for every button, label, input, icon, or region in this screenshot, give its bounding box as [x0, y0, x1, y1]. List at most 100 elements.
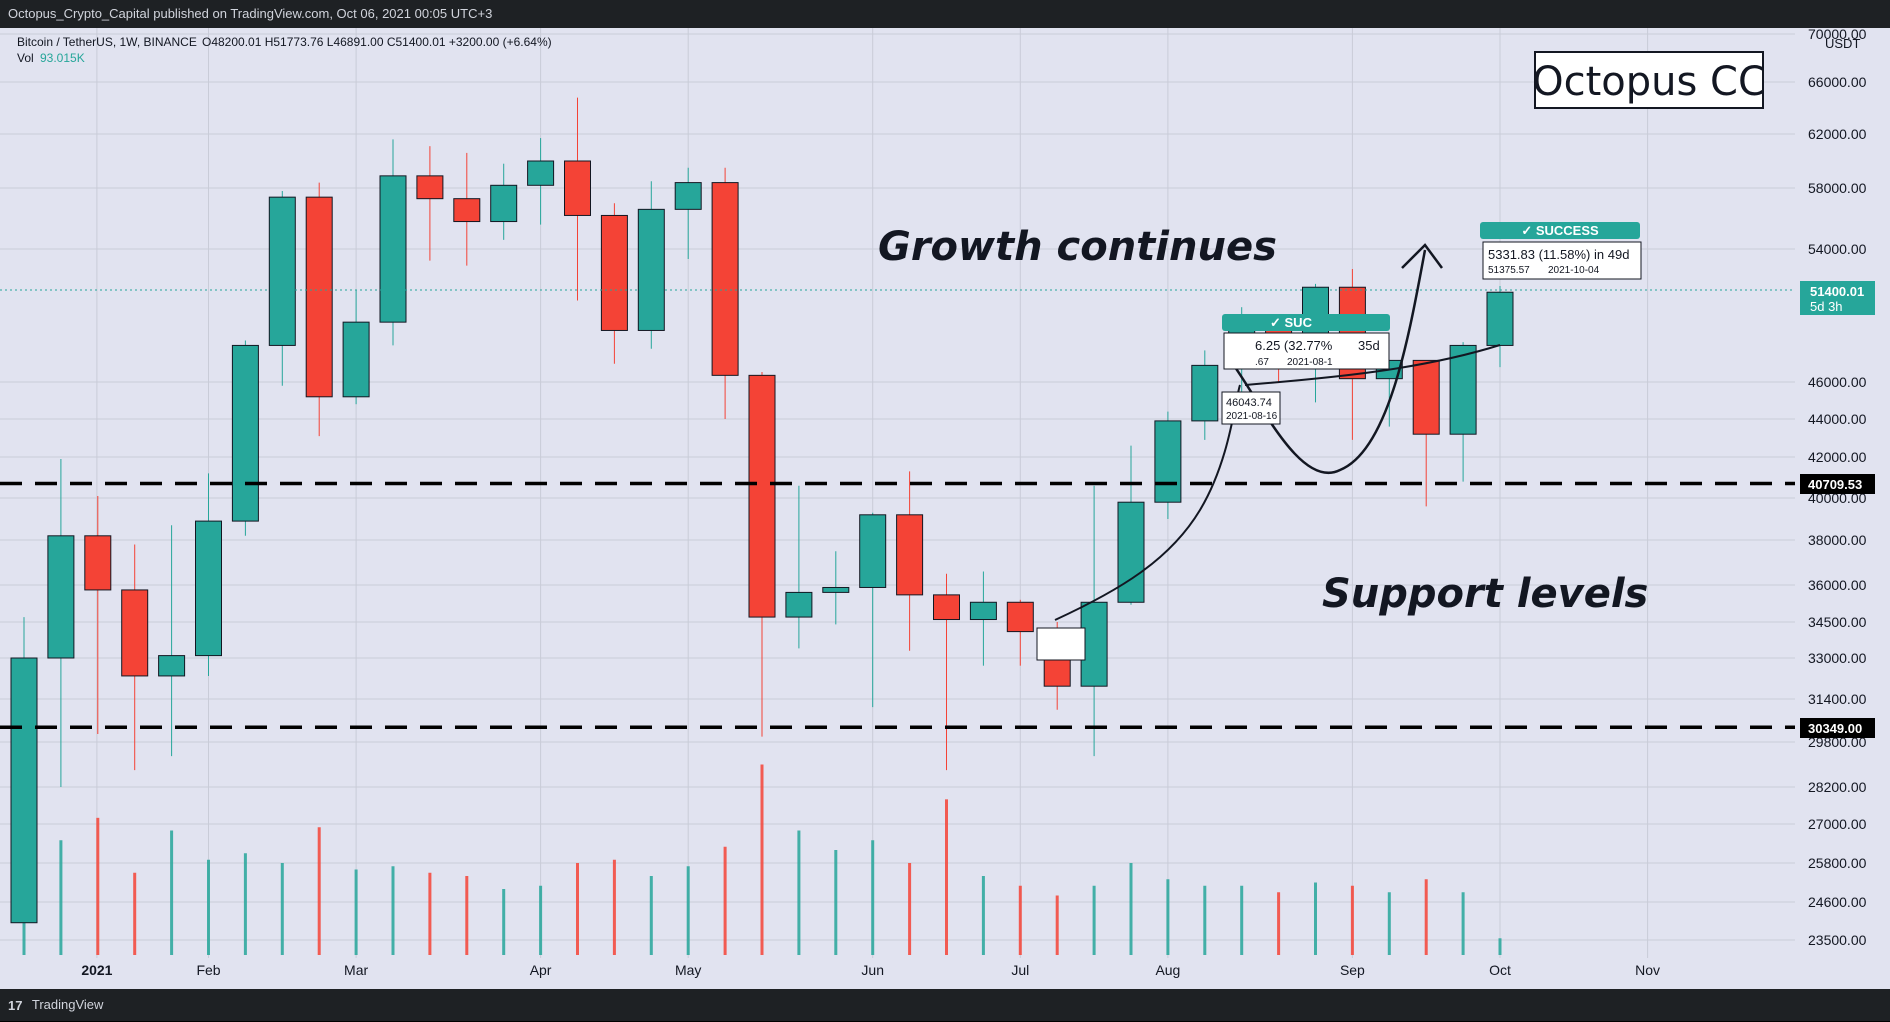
candle[interactable]: [121, 544, 149, 771]
candle[interactable]: [969, 571, 997, 666]
candle[interactable]: [600, 203, 628, 364]
legend-vol-label: Vol: [17, 51, 34, 65]
candle[interactable]: [158, 525, 186, 757]
candle[interactable]: [933, 573, 960, 771]
time-tick-label: Mar: [344, 962, 368, 978]
price-chart[interactable]: Growth continues Support levels Octopus …: [0, 0, 1890, 989]
time-tick-label: Aug: [1155, 962, 1180, 978]
candle[interactable]: [416, 146, 444, 261]
support-high-value: 40709.53: [1808, 477, 1862, 492]
publish-header: Octopus_Crypto_Capital published on Trad…: [0, 0, 1890, 28]
volume-bar: [1092, 885, 1096, 955]
candle[interactable]: [1191, 350, 1219, 440]
price-tick-label: 33000.00: [1808, 650, 1867, 666]
volume-bar: [1461, 892, 1465, 955]
volume-bar: [1240, 885, 1244, 955]
volume-bar: [59, 840, 63, 955]
candle[interactable]: [84, 495, 112, 734]
volume-bar: [280, 863, 284, 955]
candle[interactable]: [231, 340, 259, 536]
footer-logo-text: TradingView: [31, 997, 104, 1012]
price-tick-label: 31400.00: [1808, 691, 1867, 707]
time-axis-background: [0, 958, 1795, 989]
growth-arrow-icon: [1401, 243, 1444, 269]
candle[interactable]: [1486, 286, 1514, 368]
candle-body: [564, 160, 591, 216]
success-label: [1482, 241, 1642, 280]
candle[interactable]: [711, 167, 739, 419]
candle[interactable]: [10, 617, 38, 924]
candle-body: [674, 182, 702, 210]
support-lines: [0, 481, 1795, 729]
candle[interactable]: [564, 97, 591, 301]
candle[interactable]: [1449, 342, 1477, 482]
candle[interactable]: [268, 191, 296, 386]
success-badge-2-text: ✓ SUC: [1270, 315, 1313, 330]
price-tick-label: 34500.00: [1808, 614, 1867, 630]
price-tick-label: 46000.00: [1808, 374, 1867, 390]
price-tick-label: 70000.00: [1808, 26, 1867, 42]
price-axis[interactable]: 70000.00 66000.00 62000.00 58000.00 54000.00…: [1808, 26, 1867, 948]
candle[interactable]: [1006, 599, 1034, 666]
candle[interactable]: [453, 152, 481, 266]
grid-lines: [0, 28, 1795, 958]
success-label-2-date: 2021-08-1: [1287, 357, 1333, 368]
volume-bar: [1350, 885, 1354, 955]
volume-bar: [760, 764, 764, 955]
candle[interactable]: [859, 512, 887, 708]
candle-body: [1486, 291, 1514, 346]
candle[interactable]: [674, 167, 702, 259]
time-tick-label: Feb: [196, 962, 220, 978]
volume-bar: [1166, 879, 1170, 955]
price-axis-background: [1795, 28, 1890, 989]
candle[interactable]: [785, 485, 813, 649]
volume-bar: [1055, 895, 1059, 955]
pivot-date: 2021-08-16: [1226, 411, 1278, 422]
success-badge-2: [1222, 314, 1390, 331]
volume-bar: [871, 840, 875, 955]
candle[interactable]: [637, 181, 665, 349]
success-badge: [1480, 222, 1640, 239]
volume-bar: [465, 876, 469, 955]
time-tick-label: Apr: [530, 962, 552, 978]
candle[interactable]: [822, 551, 850, 625]
time-axis[interactable]: 2021 Feb Mar Apr May Jun Jul Aug Sep Oct Nov: [81, 962, 1660, 978]
legend-symbol: Bitcoin / TetherUS, 1W, BINANCE: [17, 35, 197, 49]
success-date: 2021-10-04: [1548, 265, 1600, 276]
volume-bar: [908, 863, 912, 955]
volume-bar: [723, 846, 727, 955]
candle-body: [785, 591, 813, 618]
price-tick-label: 66000.00: [1808, 74, 1867, 90]
candle-body: [121, 589, 149, 677]
volume-bar: [170, 830, 174, 955]
price-tick-label: 27000.00: [1808, 816, 1867, 832]
legend-vol-value: 93.015K: [40, 51, 85, 65]
volume-bar: [649, 876, 653, 955]
candle[interactable]: [305, 182, 333, 437]
price-tick-label: 38000.00: [1808, 532, 1867, 548]
candle[interactable]: [490, 163, 518, 240]
candle-body: [47, 535, 75, 659]
volume-bar: [1129, 863, 1133, 955]
candle-body: [158, 655, 186, 677]
brand-text: Octopus CC: [1532, 59, 1766, 105]
candle[interactable]: [342, 290, 370, 405]
candle[interactable]: [195, 473, 222, 676]
pivot-value: 46043.74: [1226, 397, 1272, 409]
candle[interactable]: [1154, 411, 1182, 519]
legend-ohlc: O48200.01 H51773.76 L46891.00 C51400.01 …: [202, 35, 552, 49]
candle[interactable]: [896, 471, 924, 651]
candle-body: [1154, 420, 1182, 503]
price-tick-label: 23500.00: [1808, 932, 1867, 948]
candle-body: [84, 535, 112, 591]
volume-bar: [612, 859, 616, 955]
candle-body: [933, 594, 960, 621]
candle[interactable]: [379, 139, 407, 346]
candle-body: [379, 175, 407, 323]
candle[interactable]: [1412, 359, 1440, 507]
candle[interactable]: [47, 459, 75, 787]
candle[interactable]: [527, 138, 555, 225]
candle-body: [527, 160, 555, 186]
time-tick-label: Oct: [1489, 962, 1511, 978]
candle[interactable]: [748, 372, 776, 737]
